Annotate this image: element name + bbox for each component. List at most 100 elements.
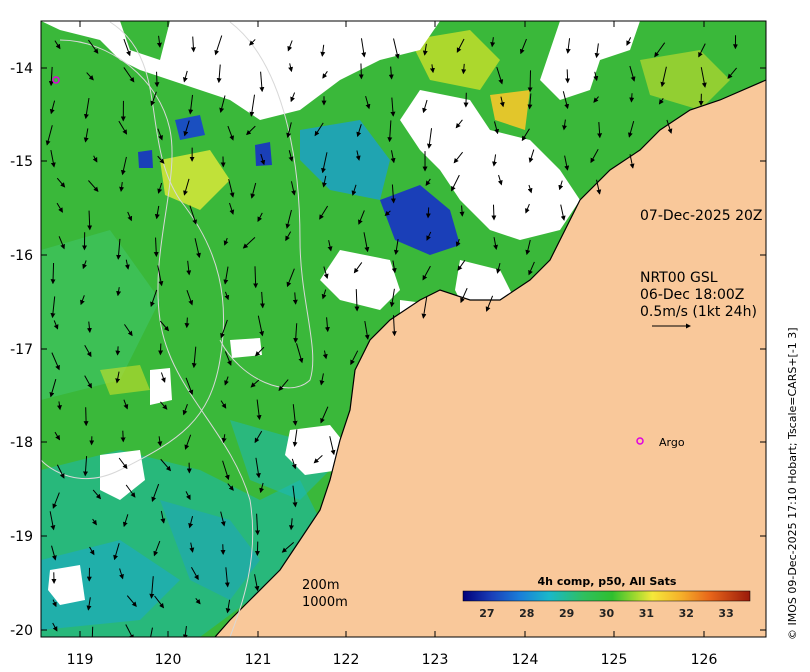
current-arrow — [86, 321, 92, 334]
current-arrow — [122, 514, 129, 528]
current-arrow — [253, 266, 259, 289]
current-arrow — [83, 97, 90, 120]
current-arrow — [182, 70, 188, 83]
current-arrow — [560, 204, 566, 221]
current-arrow — [194, 238, 201, 259]
current-arrow — [89, 546, 95, 556]
current-arrow — [353, 262, 363, 274]
current-arrow — [285, 209, 292, 229]
current-arrow — [119, 568, 124, 580]
current-arrow — [456, 38, 465, 53]
current-arrow — [249, 39, 256, 46]
y-tick-m20: -20 — [10, 623, 33, 639]
cloud-mask — [41, 21, 440, 120]
x-tick-123: 123 — [422, 652, 449, 668]
current-arrow — [214, 35, 223, 56]
current-arrow — [259, 482, 265, 494]
colorbar-tick-32: 32 — [679, 607, 694, 620]
current-arrow — [451, 174, 460, 192]
current-arrow — [80, 295, 85, 306]
current-arrow — [227, 125, 234, 141]
current-arrow — [562, 91, 570, 110]
current-arrow — [521, 128, 530, 142]
current-arrow — [84, 344, 92, 358]
current-arrow — [154, 205, 160, 220]
current-arrow — [113, 543, 120, 561]
current-arrow — [249, 94, 256, 117]
y-tick-m16: -16 — [10, 248, 33, 264]
current-arrow — [219, 95, 226, 113]
current-arrow — [49, 511, 56, 531]
current-arrow — [229, 202, 235, 215]
current-arrow — [320, 44, 326, 57]
current-arrow — [727, 67, 738, 79]
current-arrow — [254, 430, 263, 444]
current-arrow — [593, 71, 599, 82]
current-arrow — [115, 346, 121, 356]
current-arrow — [351, 184, 357, 196]
current-arrow — [115, 371, 121, 384]
current-arrow — [157, 155, 165, 164]
current-arrow — [49, 100, 56, 115]
current-arrow — [626, 37, 632, 46]
current-arrow — [157, 436, 163, 447]
current-arrow — [82, 260, 88, 270]
current-arrow — [290, 181, 296, 196]
current-arrow — [327, 240, 333, 252]
current-arrow — [182, 625, 188, 637]
current-arrow — [254, 346, 265, 357]
current-arrow — [183, 178, 190, 196]
current-arrow — [250, 379, 260, 388]
current-arrow — [654, 42, 666, 58]
current-arrow — [220, 400, 227, 409]
current-arrow — [658, 97, 664, 105]
current-arrow — [393, 38, 400, 60]
contour-200m — [59, 39, 254, 637]
current-arrow — [127, 211, 133, 222]
current-arrow — [292, 292, 298, 305]
current-arrow — [83, 407, 89, 427]
current-arrow — [491, 204, 497, 221]
current-arrow — [123, 67, 135, 83]
current-arrow — [160, 458, 172, 472]
current-arrow — [422, 43, 428, 56]
current-arrow — [228, 179, 235, 198]
current-arrow — [390, 97, 396, 117]
current-arrow — [319, 205, 329, 220]
current-arrow — [564, 155, 570, 171]
current-arrow — [426, 128, 433, 149]
cold-patch — [380, 185, 460, 255]
current-arrow — [290, 92, 296, 103]
current-arrow — [154, 595, 165, 609]
current-arrow — [119, 181, 125, 192]
current-arrow — [54, 40, 61, 50]
colorbar-tick-33: 33 — [718, 607, 733, 620]
current-arrow — [590, 149, 599, 164]
axis-ticks — [41, 21, 766, 637]
current-arrow — [596, 179, 602, 195]
current-arrow — [223, 266, 229, 285]
current-arrow — [629, 93, 635, 103]
y-tick-m17: -17 — [10, 342, 33, 358]
current-arrow — [153, 237, 159, 258]
current-arrow — [666, 119, 673, 134]
model-name: NRT00 GSL — [640, 270, 718, 286]
current-arrow — [116, 287, 122, 297]
current-arrow — [123, 38, 131, 57]
y-tick-m14: -14 — [10, 61, 33, 77]
current-arrow — [220, 319, 228, 339]
current-arrow — [499, 96, 505, 108]
current-arrow — [565, 38, 571, 54]
current-arrow — [224, 567, 230, 588]
current-arrow — [565, 69, 571, 84]
current-arrow — [56, 464, 65, 479]
current-arrow — [222, 460, 230, 481]
map-area — [41, 21, 766, 637]
current-arrow — [562, 119, 568, 131]
land-mass — [215, 80, 766, 637]
current-arrow — [597, 122, 603, 139]
current-arrow — [227, 483, 234, 491]
current-arrow — [151, 483, 160, 503]
current-arrow — [455, 119, 463, 129]
current-arrow — [190, 566, 199, 581]
